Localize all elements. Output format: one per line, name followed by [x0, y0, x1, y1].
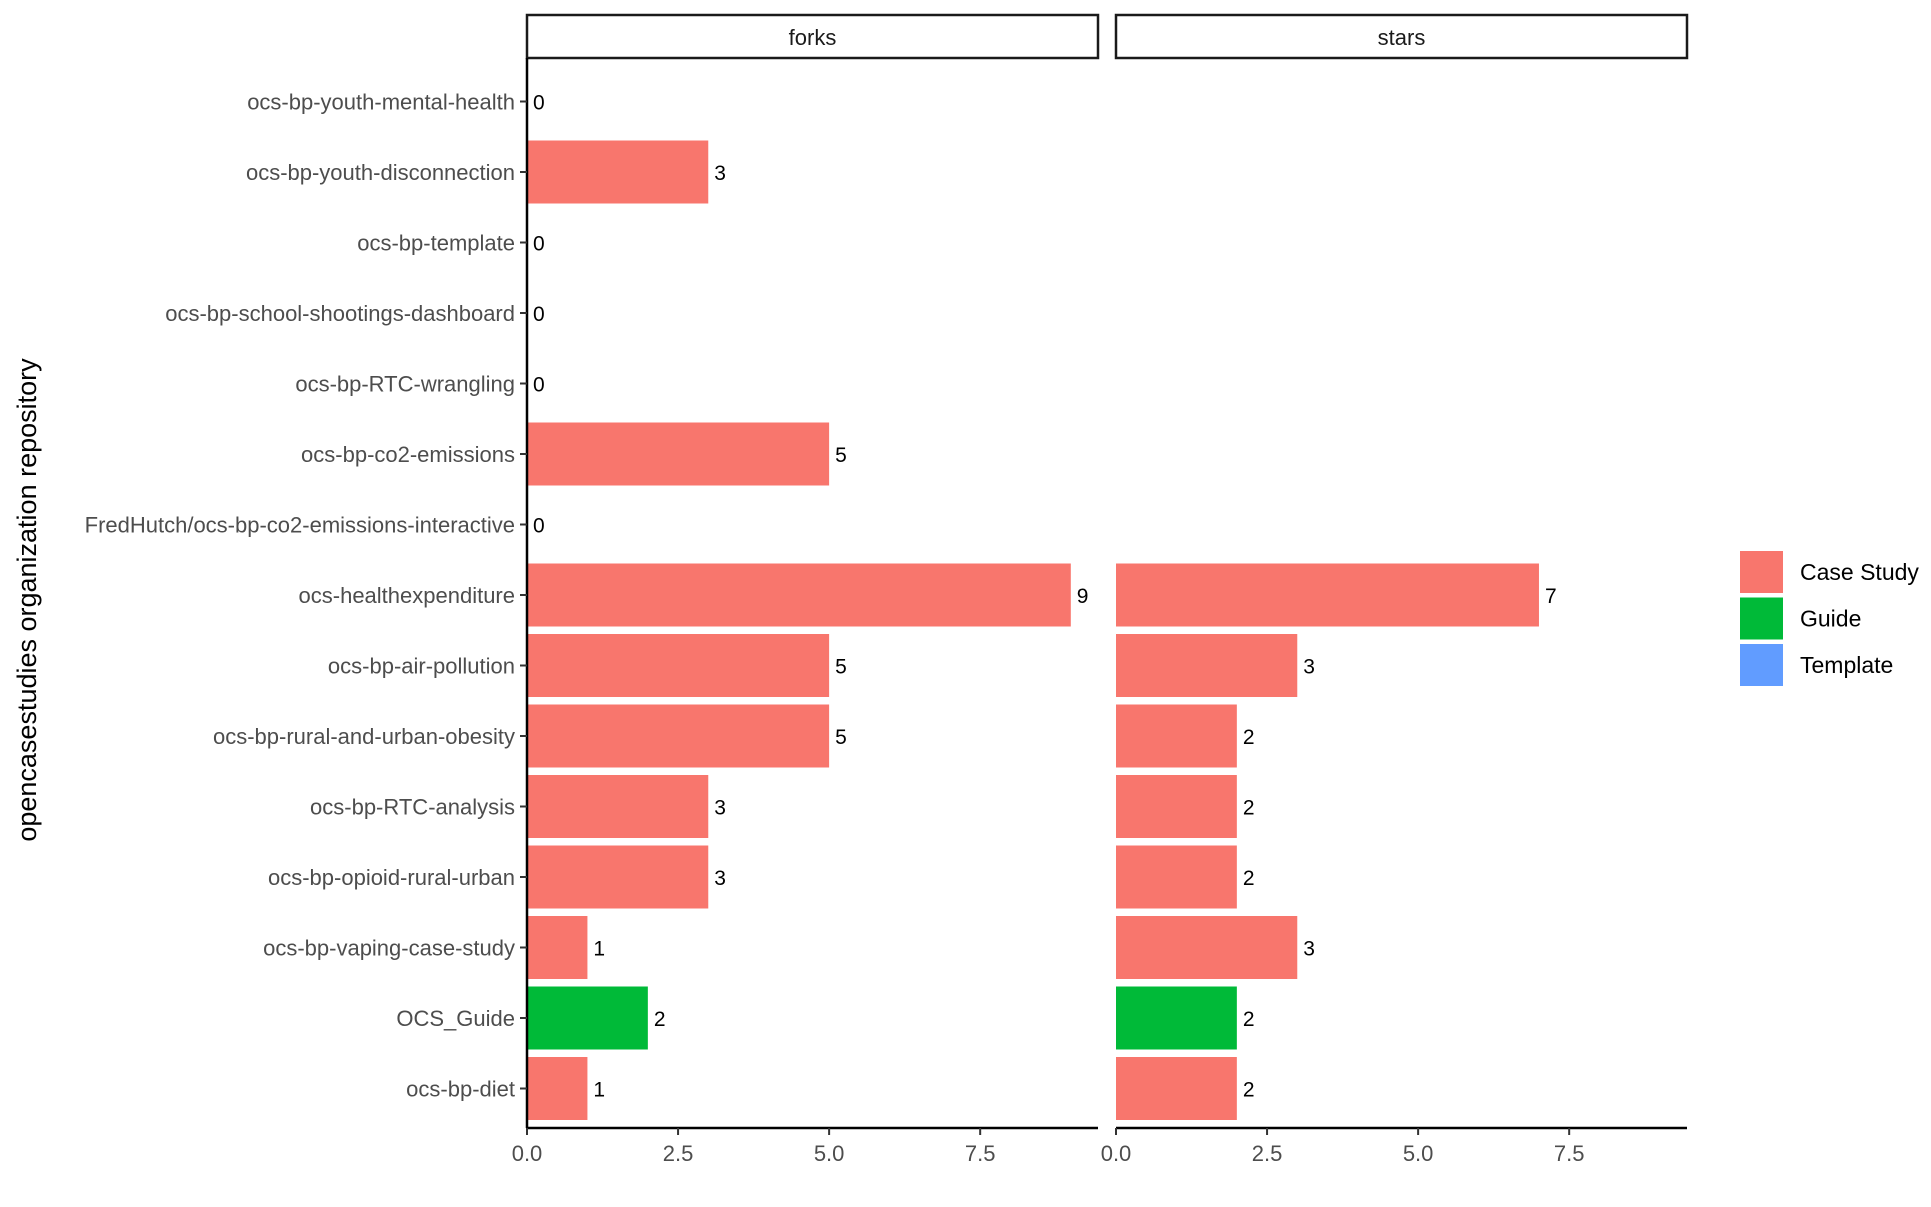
data-label: 3 [714, 162, 726, 185]
x-tick-label: 2.5 [1252, 1141, 1283, 1166]
x-tick-label: 2.5 [663, 1141, 694, 1166]
x-tick-label: 7.5 [1554, 1141, 1585, 1166]
bar [1116, 1057, 1237, 1120]
legend-label: Template [1800, 652, 1893, 678]
bar [1116, 916, 1298, 979]
y-tick-label: ocs-bp-school-shootings-dashboard [165, 301, 515, 326]
data-label: 5 [835, 656, 847, 679]
y-tick-label: ocs-bp-rural-and-urban-obesity [213, 724, 515, 749]
y-axis-title: opencasestudies organization repository [12, 358, 42, 842]
data-label: 3 [1303, 656, 1315, 679]
y-tick-label: ocs-bp-template [357, 231, 515, 256]
bar [527, 422, 830, 486]
bar [527, 845, 709, 909]
data-label: 3 [714, 797, 726, 820]
bar [1116, 775, 1237, 838]
panel-stars: stars 7 3 2 2 2 3 2 2 0.0 2.5 5.0 7.5 [1101, 13, 1689, 1166]
bar [1116, 563, 1539, 627]
panel-forks: forks 0 3 0 0 0 5 0 9 5 5 3 3 1 2 1 0.0 2.5 5.0 7.5 [512, 13, 1100, 1166]
y-tick-label: ocs-bp-youth-mental-health [247, 90, 515, 115]
data-label: 5 [835, 444, 847, 467]
data-label: 0 [533, 515, 545, 538]
data-label: 2 [1243, 1079, 1255, 1102]
x-tick-label: 7.5 [965, 1141, 996, 1166]
strip-label-stars: stars [1378, 25, 1426, 50]
data-label: 0 [533, 374, 545, 397]
y-tick-label: ocs-bp-co2-emissions [301, 442, 515, 467]
legend-key-template [1740, 644, 1783, 686]
legend-label: Case Study [1800, 559, 1919, 585]
bar [1116, 986, 1237, 1050]
bar [1116, 634, 1298, 697]
x-tick-label: 5.0 [1403, 1141, 1434, 1166]
y-tick-label: FredHutch/ocs-bp-co2-emissions-interacti… [85, 513, 515, 538]
y-tick-label: ocs-bp-vaping-case-study [263, 936, 515, 961]
y-tick-label: ocs-healthexpenditure [299, 583, 515, 608]
legend-key-case-study [1740, 551, 1783, 593]
data-label: 0 [533, 303, 545, 326]
x-tick-label: 0.0 [1101, 1141, 1132, 1166]
bar [1116, 704, 1237, 768]
y-tick-label: OCS_Guide [396, 1006, 515, 1031]
strip-box [525, 13, 1100, 60]
x-tick-label: 5.0 [814, 1141, 845, 1166]
data-label: 0 [533, 233, 545, 256]
legend: Case Study Guide Template [1740, 551, 1919, 686]
data-label: 2 [654, 1008, 666, 1031]
bar [1116, 845, 1237, 909]
data-label: 0 [533, 92, 545, 115]
data-label: 2 [1243, 726, 1255, 749]
data-label: 9 [1077, 585, 1089, 608]
data-label: 2 [1243, 797, 1255, 820]
bar [527, 704, 830, 768]
x-tick-label: 0.0 [512, 1141, 543, 1166]
bar [527, 916, 588, 979]
legend-label: Guide [1800, 606, 1861, 632]
strip-label-forks: forks [789, 25, 837, 50]
data-label: 5 [835, 726, 847, 749]
y-axis-labels: ocs-bp-youth-mental-health ocs-bp-youth-d… [85, 58, 529, 1128]
y-tick-label: ocs-bp-opioid-rural-urban [268, 865, 515, 890]
data-label: 2 [1243, 867, 1255, 890]
data-label: 1 [593, 938, 605, 961]
y-tick-label: ocs-bp-youth-disconnection [246, 160, 515, 185]
data-label: 2 [1243, 1008, 1255, 1031]
y-tick-label: ocs-bp-RTC-analysis [310, 795, 515, 820]
data-label: 7 [1545, 585, 1557, 608]
bar [527, 563, 1071, 627]
bar [527, 140, 709, 204]
bar [527, 986, 648, 1050]
bar [527, 775, 709, 838]
y-tick-label: ocs-bp-diet [406, 1077, 515, 1102]
y-tick-label: ocs-bp-air-pollution [328, 654, 515, 679]
bar [527, 634, 830, 697]
panels: forks 0 3 0 0 0 5 0 9 5 5 3 3 1 2 1 0.0 2.5 5.0 7.5 stars 7 3 2… [512, 13, 1689, 1166]
data-label: 3 [1303, 938, 1315, 961]
data-label: 1 [593, 1079, 605, 1102]
data-label: 3 [714, 867, 726, 890]
y-tick-label: ocs-bp-RTC-wrangling [295, 372, 515, 397]
strip-box [1114, 13, 1689, 60]
legend-key-guide [1740, 597, 1783, 640]
bar [527, 1057, 588, 1120]
